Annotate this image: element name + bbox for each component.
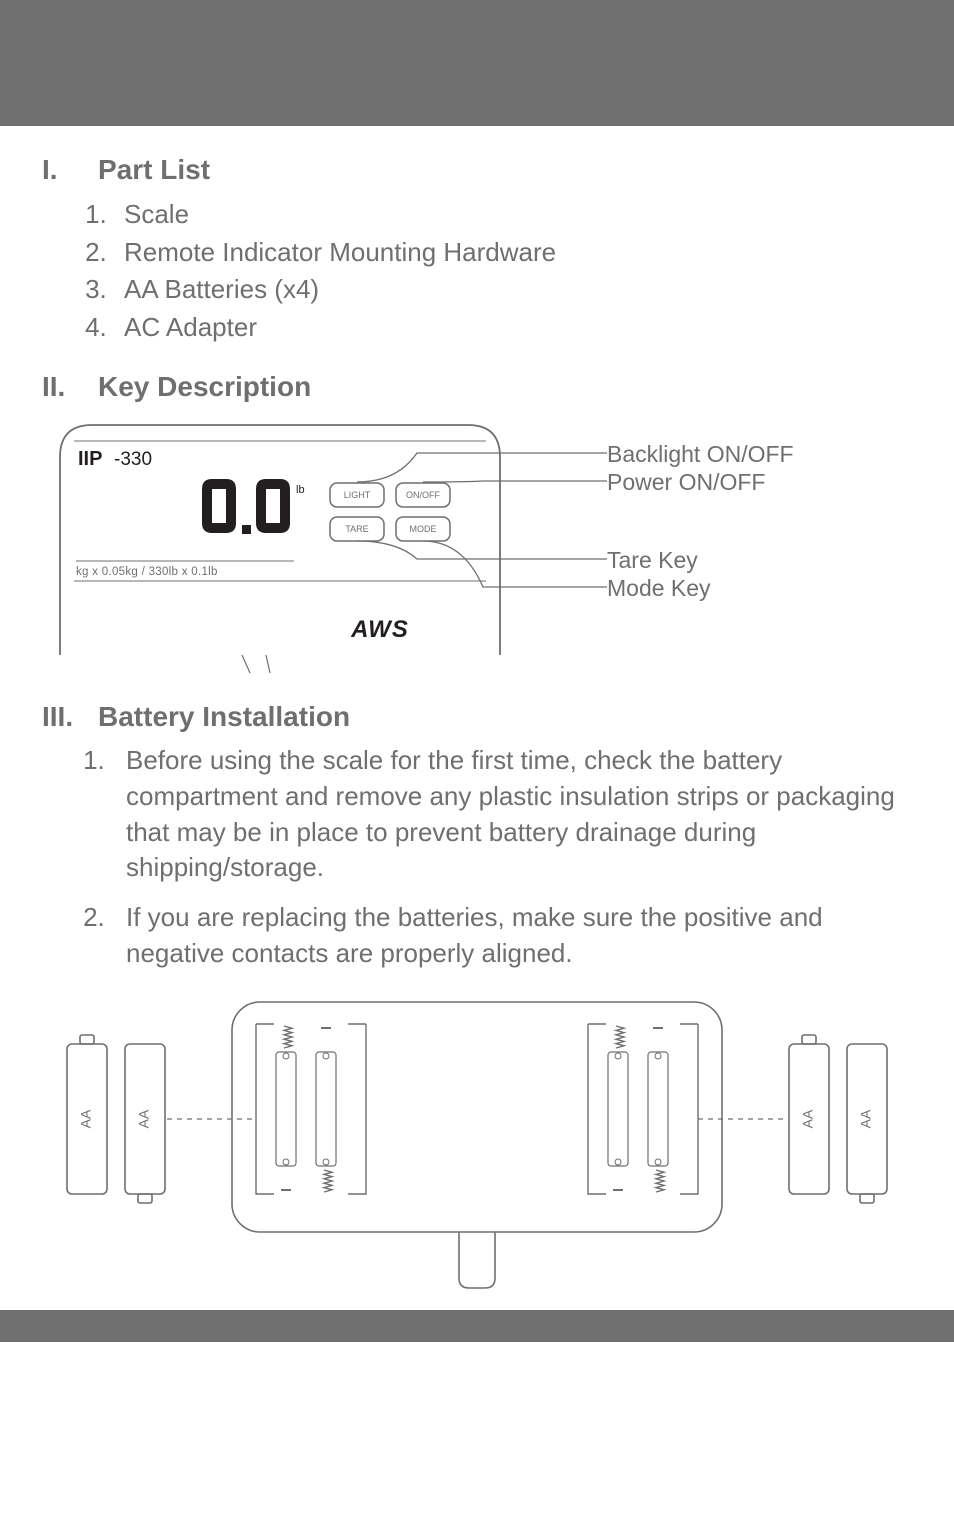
list-item: Scale: [114, 196, 912, 234]
svg-text:TARE: TARE: [345, 524, 368, 534]
callout-power: Power ON/OFF: [607, 469, 765, 496]
svg-text:ON/OFF: ON/OFF: [406, 490, 440, 500]
section-title: Battery Installation: [98, 701, 350, 733]
section-battery-heading: III. Battery Installation: [42, 701, 912, 733]
section-title: Key Description: [98, 371, 311, 403]
svg-text:AA: AA: [136, 1109, 152, 1128]
section-title: Part List: [98, 154, 210, 186]
roman-numeral: II.: [42, 371, 80, 403]
footer-band: [0, 1310, 954, 1342]
svg-text:kg x 0.05kg / 330lb x 0.1lb: kg x 0.05kg / 330lb x 0.1lb: [76, 566, 218, 578]
svg-text:IIP: IIP: [78, 448, 102, 470]
indicator-diagram: IIP -330 lb kg x 0.05kg / 330lb x 0.1lb LIGH…: [52, 413, 912, 683]
roman-numeral: I.: [42, 154, 80, 186]
list-item: Remote Indicator Mounting Hardware: [114, 234, 912, 272]
indicator-svg: IIP -330 lb kg x 0.05kg / 330lb x 0.1lb LIGH…: [52, 413, 607, 683]
svg-text:AA: AA: [858, 1109, 874, 1128]
roman-numeral: III.: [42, 701, 80, 733]
section-part-list-heading: I. Part List: [42, 154, 912, 186]
svg-text:LIGHT: LIGHT: [344, 490, 371, 500]
list-item: Before using the scale for the first tim…: [112, 743, 912, 887]
svg-text:AA: AA: [800, 1109, 816, 1128]
callout-mode: Mode Key: [607, 575, 711, 602]
part-list: Scale Remote Indicator Mounting Hardware…: [114, 196, 912, 347]
list-item: AA Batteries (x4): [114, 271, 912, 309]
svg-text:AA: AA: [78, 1109, 94, 1128]
callout-tare: Tare Key: [607, 547, 698, 574]
callout-backlight: Backlight ON/OFF: [607, 441, 794, 468]
svg-text:lb: lb: [296, 484, 305, 496]
svg-text:AWS: AWS: [350, 616, 409, 643]
list-item: AC Adapter: [114, 309, 912, 347]
svg-text:MODE: MODE: [410, 524, 437, 534]
section-key-desc-heading: II. Key Description: [42, 371, 912, 403]
list-item: If you are replacing the batteries, make…: [112, 900, 912, 972]
header-band: [0, 0, 954, 126]
battery-diagram: AA AA AA AA: [42, 992, 912, 1292]
page-content: I. Part List Scale Remote Indicator Moun…: [0, 126, 954, 1292]
svg-text:-330: -330: [114, 449, 152, 470]
battery-instructions: Before using the scale for the first tim…: [112, 743, 912, 972]
callout-labels: Backlight ON/OFF Power ON/OFF Tare Key M…: [607, 413, 912, 683]
battery-svg: AA AA AA AA: [47, 992, 907, 1292]
